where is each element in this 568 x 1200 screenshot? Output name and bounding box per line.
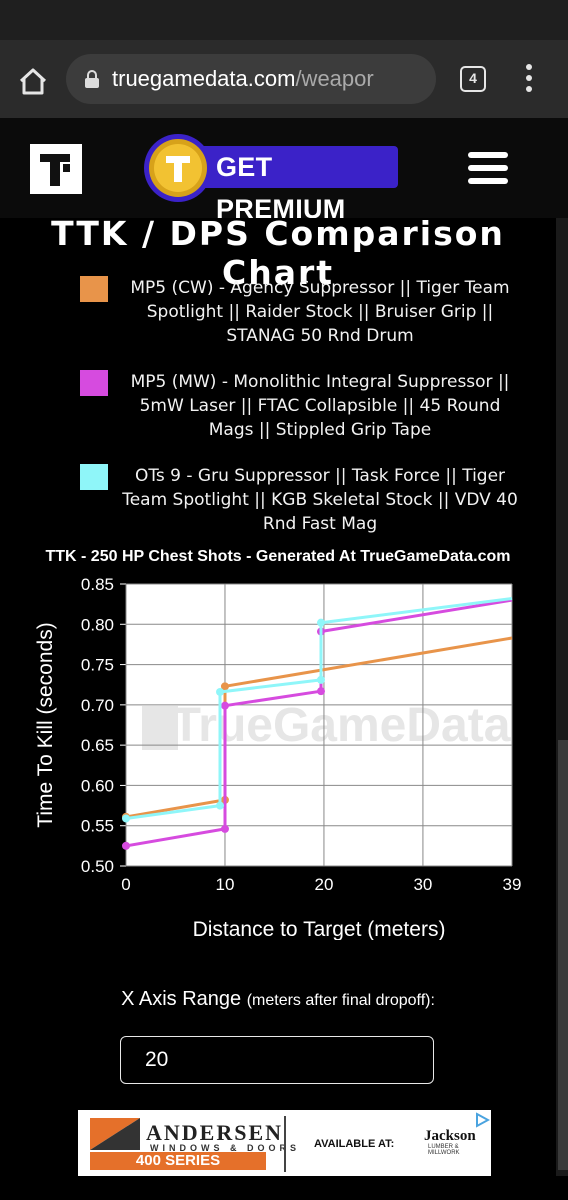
y-axis-title: Time To Kill (seconds) [34, 622, 57, 827]
premium-label: GET PREMIUM [182, 146, 398, 224]
get-premium-button[interactable]: GET PREMIUM [142, 132, 400, 224]
legend-label: OTs 9 - Gru Suppressor || Task Force || … [122, 466, 518, 534]
data-point [316, 675, 325, 684]
x-axis-title: Distance to Target (meters) [193, 918, 446, 940]
scrollbar-thumb[interactable] [558, 740, 568, 1170]
y-tick-label: 0.60 [81, 776, 114, 795]
ad-divider [284, 1116, 286, 1172]
x-axis-range-label: X Axis Range (meters after final dropoff… [121, 988, 435, 1010]
y-tick-label: 0.65 [81, 736, 114, 755]
url-text: truegamedata.com/weapor [112, 66, 374, 91]
home-icon[interactable] [14, 62, 52, 100]
x-tick-label: 10 [216, 875, 235, 894]
x-axis-range-input[interactable] [120, 1036, 434, 1084]
data-point [316, 618, 325, 627]
tab-switcher-button[interactable]: 4 [460, 66, 486, 92]
legend-label: MP5 (MW) - Monolithic Integral Suppresso… [130, 372, 510, 440]
series-line [125, 598, 513, 848]
system-nav-bar [0, 1176, 568, 1200]
hamburger-menu-icon[interactable] [468, 152, 508, 186]
main-content: TTK / DPS Comparison Chart MP5 (CW) - Ag… [0, 218, 556, 1176]
ad-retailer: Jackson [424, 1128, 476, 1144]
page-title: TTK / DPS Comparison Chart [51, 218, 505, 292]
ad-brand: ANDERSEN [146, 1120, 284, 1145]
y-tick-label: 0.75 [81, 656, 114, 675]
overflow-menu-icon[interactable] [520, 64, 538, 94]
x-tick-label: 39 [503, 875, 522, 894]
data-point [316, 687, 325, 696]
series-line [125, 597, 513, 820]
x-tick-label: 20 [314, 875, 333, 894]
legend-swatch [80, 276, 108, 302]
y-tick-label: 0.50 [81, 857, 114, 876]
legend-swatch [80, 464, 108, 490]
y-tick-label: 0.80 [81, 615, 114, 634]
y-tick-label: 0.85 [81, 575, 114, 594]
ad-series: 400 SERIES [90, 1152, 266, 1170]
chart-title: TTK - 250 HP Chest Shots - Generated At … [45, 548, 511, 565]
data-point [220, 824, 229, 833]
data-point [220, 701, 229, 710]
ttk-chart: TrueGameData0.500.550.600.650.700.750.80… [34, 575, 522, 940]
site-header: GET PREMIUM [0, 118, 568, 224]
series-2 [122, 598, 513, 850]
data-point [122, 814, 130, 823]
x-tick-label: 30 [413, 875, 432, 894]
adchoices-icon[interactable] [474, 1112, 490, 1128]
watermark-logo [142, 706, 178, 750]
legend-label: MP5 (CW) - Agency Suppressor || Tiger Te… [130, 278, 510, 346]
address-bar[interactable]: truegamedata.com/weapor [66, 54, 436, 104]
ad-retailer-sub: LUMBER & MILLWORK [428, 1144, 460, 1156]
lock-icon [85, 70, 99, 88]
site-logo[interactable] [30, 144, 82, 194]
legend-swatch [80, 370, 108, 396]
y-tick-label: 0.55 [81, 817, 114, 836]
data-point [122, 841, 130, 850]
ad-banner[interactable]: ANDERSEN WINDOWS & DOORS 400 SERIES AVAI… [78, 1110, 491, 1176]
gold-coin-icon [144, 134, 212, 202]
browser-toolbar: truegamedata.com/weapor 4 [0, 40, 568, 118]
x-tick-label: 0 [121, 875, 130, 894]
ad-available-text: AVAILABLE AT: [314, 1138, 395, 1150]
andersen-logo-icon [90, 1118, 140, 1150]
series-3 [122, 597, 513, 823]
y-tick-label: 0.70 [81, 696, 114, 715]
data-point [220, 682, 229, 691]
data-point [216, 801, 225, 810]
ad-brand-sub: WINDOWS & DOORS [150, 1143, 300, 1153]
data-point [216, 687, 225, 696]
status-bar [0, 0, 568, 40]
